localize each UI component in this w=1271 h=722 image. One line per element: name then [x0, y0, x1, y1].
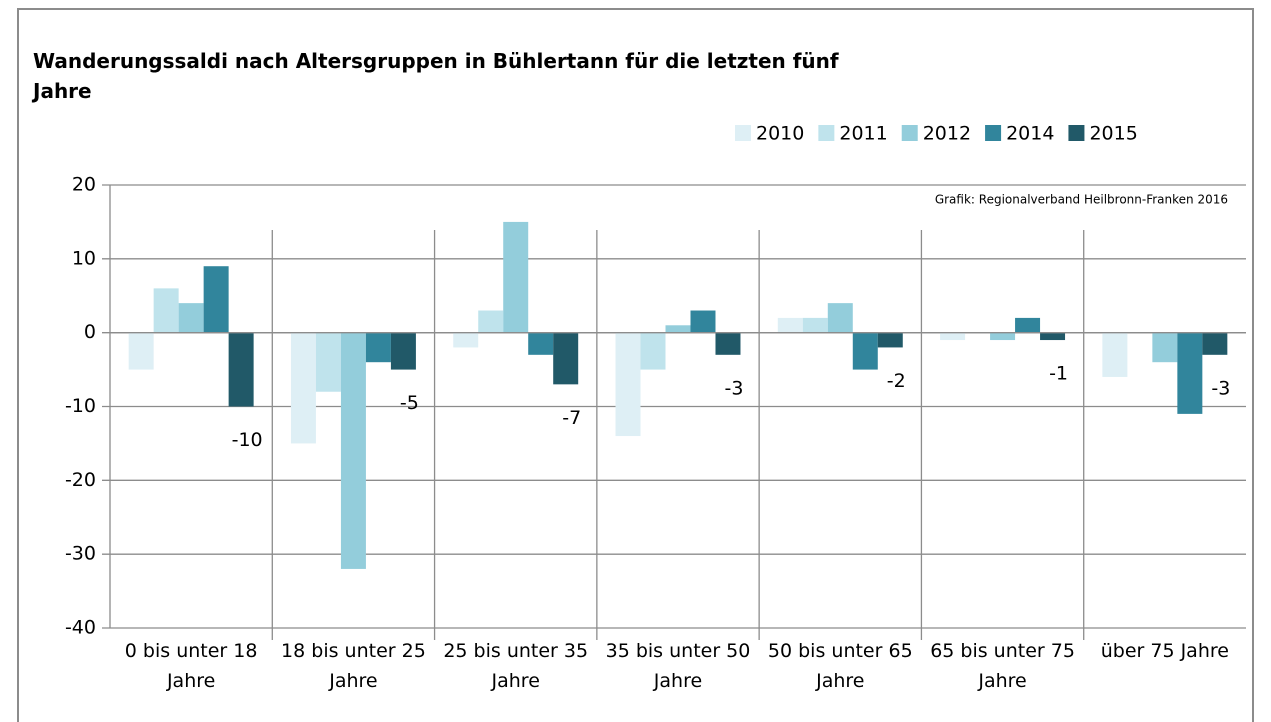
- legend-swatch: [735, 125, 751, 141]
- bar: [228, 332, 254, 407]
- bar: [178, 303, 204, 333]
- y-tick-label: 0: [84, 321, 96, 343]
- bar: [1152, 332, 1178, 363]
- bar: [203, 266, 229, 333]
- chart-frame: [17, 8, 1254, 722]
- bar: [640, 332, 666, 370]
- x-tick-label: 35 bis unter 50 Jahre: [605, 640, 751, 692]
- bar: [990, 332, 1016, 341]
- bar: [777, 317, 803, 333]
- bar: [365, 332, 391, 363]
- bar: [852, 332, 878, 370]
- data-label: -2: [887, 370, 906, 392]
- x-tick-label: 25 bis unter 35 Jahre: [443, 640, 589, 692]
- y-tick-label: -40: [65, 617, 96, 639]
- legend-swatch: [901, 125, 918, 141]
- bar: [827, 303, 853, 333]
- x-tick-label: 50 bis unter 65 Jahre: [767, 640, 913, 692]
- data-label: -7: [562, 407, 581, 429]
- x-tick-label: 65 bis unter 75 Jahre: [930, 640, 1075, 692]
- bar: [1177, 332, 1203, 414]
- chart-title: Wanderungssaldi nach Altersgruppen in Bü…: [33, 49, 839, 103]
- legend-label: 2011: [839, 123, 887, 145]
- bar: [153, 288, 179, 333]
- bar: [665, 325, 691, 333]
- bar: [615, 332, 641, 437]
- bar: [390, 332, 416, 370]
- bar: [528, 332, 554, 355]
- bar: [1040, 332, 1066, 341]
- legend-label: 2014: [1006, 123, 1054, 145]
- y-tick-label: 20: [72, 174, 96, 196]
- legend-swatch: [818, 125, 835, 141]
- x-tick-label: über 75 Jahre: [1100, 640, 1229, 662]
- bar: [503, 221, 529, 333]
- bar: [940, 332, 966, 341]
- legend-label: 2010: [756, 123, 804, 145]
- bar: [553, 332, 579, 385]
- bar: [877, 332, 903, 348]
- legend-label: 2012: [923, 123, 971, 145]
- legend-swatch: [1068, 125, 1085, 141]
- bar: [1202, 332, 1228, 355]
- data-label: -5: [400, 392, 419, 414]
- bar: [315, 332, 341, 392]
- data-label: -3: [725, 377, 744, 399]
- y-tick-label: -30: [65, 543, 96, 565]
- bar: [802, 317, 828, 333]
- bar: [715, 332, 741, 355]
- y-tick-label: -20: [65, 469, 96, 491]
- bar: [290, 332, 316, 444]
- bar: [690, 310, 716, 333]
- bar: [340, 332, 366, 569]
- y-tick-label: 10: [72, 247, 96, 269]
- bar: [478, 310, 504, 333]
- annotation: Grafik: Regionalverband Heilbronn-Franke…: [935, 193, 1228, 207]
- data-label: -1: [1049, 363, 1068, 385]
- bar: [128, 332, 154, 370]
- legend-label: 2015: [1089, 123, 1137, 145]
- x-tick-label: 0 bis unter 18 Jahre: [124, 640, 258, 692]
- legend-swatch: [985, 125, 1002, 141]
- data-label: -10: [232, 429, 263, 451]
- bar: [1015, 317, 1041, 333]
- y-tick-label: -10: [65, 395, 96, 417]
- bar: [1102, 332, 1128, 377]
- bar: [453, 332, 479, 348]
- x-tick-label: 18 bis unter 25 Jahre: [281, 640, 426, 692]
- data-label: -3: [1211, 377, 1230, 399]
